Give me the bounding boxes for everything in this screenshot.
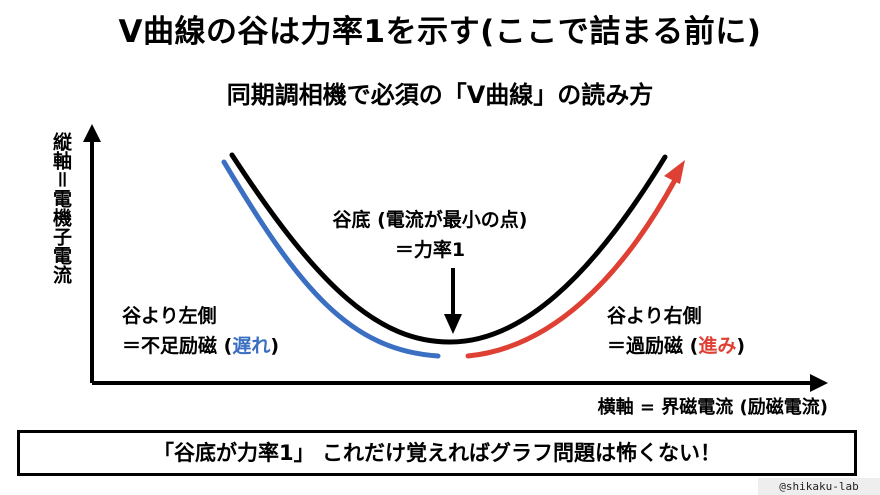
leading-curve-line bbox=[465, 177, 678, 359]
y-axis-label: 縦軸＝電機子電流 bbox=[50, 132, 72, 284]
left-annotation: 谷より左側 ＝不足励磁 (遅れ) bbox=[122, 301, 279, 361]
lagging-label: 遅れ bbox=[232, 335, 271, 357]
x-axis-label: 横軸 = 界磁電流 (励磁電流) bbox=[597, 397, 828, 418]
left-annotation-prefix: ＝不足励磁 ( bbox=[122, 335, 233, 357]
x-axis-arrowhead bbox=[810, 374, 828, 392]
valley-pointer-arrowhead bbox=[444, 314, 462, 334]
right-annotation-line1: 谷より右側 bbox=[607, 305, 702, 327]
credit-watermark: @shikaku-lab bbox=[758, 478, 880, 495]
page-subtitle: 同期調相機で必須の「V曲線」の読み方 bbox=[226, 81, 654, 109]
v-curve-line bbox=[229, 152, 668, 345]
summary-banner: 「谷底が力率1」 これだけ覚えればグラフ問題は怖くない！ bbox=[17, 430, 857, 476]
left-annotation-suffix: ) bbox=[270, 335, 280, 357]
lagging-curve-line bbox=[221, 159, 441, 359]
right-annotation-line2: ＝過励磁 (進み) bbox=[607, 331, 745, 361]
y-axis-arrowhead bbox=[83, 124, 101, 142]
leading-label: 進み bbox=[698, 335, 737, 357]
right-annotation: 谷より右側 ＝過励磁 (進み) bbox=[607, 301, 745, 361]
page-title: V曲線の谷は力率1を示す(ここで詰まる前に) bbox=[118, 14, 762, 50]
left-annotation-line2: ＝不足励磁 (遅れ) bbox=[122, 331, 279, 361]
right-annotation-prefix: ＝過励磁 ( bbox=[607, 335, 699, 357]
valley-annotation-line1: 谷底 (電流が最小の点) bbox=[332, 209, 528, 231]
right-annotation-suffix: ) bbox=[736, 335, 746, 357]
valley-annotation-line2: ＝力率1 bbox=[394, 239, 466, 261]
left-annotation-line1: 谷より左側 bbox=[122, 305, 217, 327]
leading-curve-arrowhead bbox=[664, 160, 685, 184]
valley-annotation: 谷底 (電流が最小の点) ＝力率1 bbox=[290, 205, 570, 265]
